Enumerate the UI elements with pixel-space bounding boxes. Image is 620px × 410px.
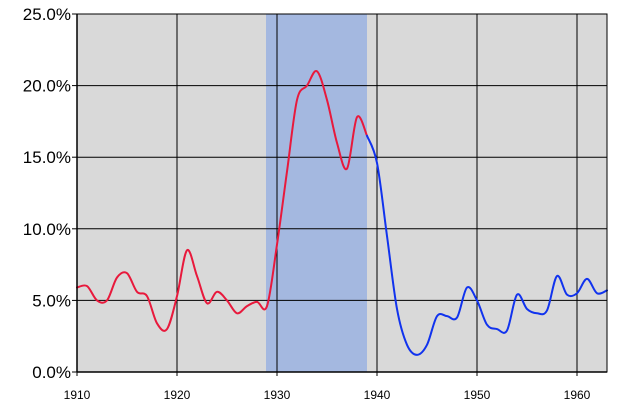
- x-tick-label-1960: 1960: [564, 388, 591, 402]
- series-line-1: [76, 70, 368, 332]
- y-tick-label-5: 5.0%: [32, 291, 71, 310]
- y-tick-label-10: 10.0%: [23, 220, 71, 239]
- x-tick-label-1940: 1940: [364, 388, 391, 402]
- x-tick-label-1910: 1910: [64, 388, 91, 402]
- x-tick-label-1950: 1950: [464, 388, 491, 402]
- y-tick-label-20: 20.0%: [23, 77, 71, 96]
- highlight-band: [266, 14, 367, 372]
- series-line-2: [366, 134, 608, 356]
- x-tick-label-1930: 1930: [264, 388, 291, 402]
- y-tick-label-25: 25.0%: [23, 5, 71, 24]
- y-tick-label-0: 0.0%: [32, 363, 71, 382]
- y-tick-label-15: 15.0%: [23, 148, 71, 167]
- x-tick-label-1920: 1920: [164, 388, 191, 402]
